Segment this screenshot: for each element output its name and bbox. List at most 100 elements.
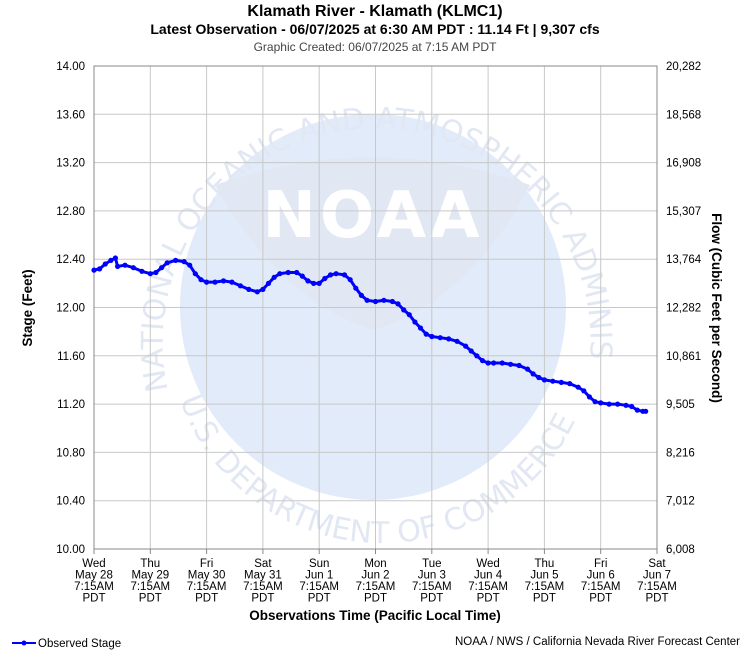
data-point xyxy=(112,255,118,261)
y2-tick-label: 18,568 xyxy=(666,109,701,121)
x-tick-tz: PDT xyxy=(83,593,106,605)
data-point xyxy=(372,298,379,305)
data-point xyxy=(316,280,322,286)
x-tick-day: Sat xyxy=(254,558,272,570)
data-point xyxy=(623,402,629,408)
y2-tick-label: 16,908 xyxy=(666,158,701,170)
data-point xyxy=(516,362,522,369)
data-point xyxy=(454,338,460,344)
data-point xyxy=(463,343,469,349)
x-axis-label: Observations Time (Pacific Local Time) xyxy=(249,608,501,623)
x-tick-time: 7:15AM xyxy=(356,581,396,593)
plot-frame xyxy=(93,65,658,550)
x-tick-date: Jun 7 xyxy=(643,570,671,582)
y-tick-label: 12.00 xyxy=(56,303,85,315)
data-point xyxy=(446,336,452,342)
data-point xyxy=(159,265,165,271)
x-tick-time: 7:15AM xyxy=(130,581,170,593)
data-point xyxy=(108,257,114,263)
data-point xyxy=(122,262,128,268)
data-point xyxy=(468,348,474,354)
x-tick-label: Thu Jun 5 7:15AM PDT xyxy=(525,558,565,605)
x-tick-day: Fri xyxy=(594,558,607,570)
x-tick-date: Jun 1 xyxy=(305,570,333,582)
x-tick-time: 7:15AM xyxy=(74,581,114,593)
chart-subtitle: Latest Observation - 06/07/2025 at 6:30 … xyxy=(150,21,599,37)
y2-tick-label: 8,216 xyxy=(666,447,695,459)
data-point xyxy=(187,262,193,268)
x-tick-time: 7:15AM xyxy=(187,581,227,593)
data-point xyxy=(311,280,317,286)
x-tick-label: Wed Jun 4 7:15AM PDT xyxy=(468,558,508,605)
x-tick-day: Thu xyxy=(140,558,160,570)
data-point xyxy=(615,401,621,407)
data-point xyxy=(254,289,260,295)
data-point xyxy=(97,266,103,272)
data-point xyxy=(353,285,359,291)
x-tick-date: May 30 xyxy=(188,570,226,582)
data-point xyxy=(305,278,311,284)
data-point xyxy=(198,277,204,283)
x-tick-tz: PDT xyxy=(420,593,443,605)
x-tick-day: Tue xyxy=(422,558,441,570)
data-point xyxy=(491,360,497,366)
x-tick-date: May 31 xyxy=(244,570,282,582)
series-layer xyxy=(91,255,649,414)
data-point xyxy=(643,408,649,414)
y-tick-label: 10.40 xyxy=(56,496,85,508)
data-point xyxy=(204,279,210,285)
data-point xyxy=(524,366,531,372)
x-tick-time: 7:15AM xyxy=(412,581,452,593)
x-tick-label: Mon Jun 2 7:15AM PDT xyxy=(356,558,396,605)
data-point xyxy=(437,335,443,341)
y-tick-label: 14.00 xyxy=(56,61,85,73)
x-tick-time: 7:15AM xyxy=(581,581,621,593)
grid-lines xyxy=(93,65,658,554)
data-point xyxy=(508,361,514,367)
y-tick-label: 13.60 xyxy=(56,109,85,121)
data-point xyxy=(389,298,395,305)
y2-tick-label: 15,307 xyxy=(666,206,701,218)
data-point xyxy=(586,394,593,400)
y2-tick-label: 9,505 xyxy=(666,399,695,411)
data-point xyxy=(260,286,266,292)
data-point xyxy=(192,271,198,277)
y2-tick-label: 6,008 xyxy=(666,544,695,556)
x-tick-day: Sat xyxy=(648,558,666,570)
data-point xyxy=(567,381,573,387)
data-point xyxy=(341,272,348,278)
y-tick-label: 12.40 xyxy=(56,254,85,266)
noaa-watermark: NOAA NATIONAL OCEANIC AND ATMOSPHERIC AD… xyxy=(0,0,618,551)
x-tick-date: Jun 6 xyxy=(587,570,615,582)
data-point xyxy=(322,275,328,282)
x-tick-date: Jun 5 xyxy=(530,570,558,582)
x-tick-tz: PDT xyxy=(533,593,556,605)
plot-area: NOAA NATIONAL OCEANIC AND ATMOSPHERIC AD… xyxy=(0,0,658,554)
x-tick-label: Tue Jun 3 7:15AM PDT xyxy=(412,558,452,605)
data-point xyxy=(479,358,486,364)
data-point xyxy=(333,271,339,277)
data-point xyxy=(91,267,97,273)
x-tick-day: Wed xyxy=(476,558,499,570)
x-tick-tz: PDT xyxy=(589,593,612,605)
data-point xyxy=(294,269,300,276)
y-tick-label: 10.00 xyxy=(56,544,85,556)
data-point xyxy=(412,319,418,325)
x-tick-tz: PDT xyxy=(646,593,669,605)
data-point xyxy=(271,274,277,280)
y2-tick-label: 7,012 xyxy=(666,496,695,508)
y-tick-label: 10.80 xyxy=(56,447,85,459)
x-tick-time: 7:15AM xyxy=(637,581,677,593)
data-point xyxy=(485,360,491,366)
data-point xyxy=(541,377,548,383)
x-tick-tz: PDT xyxy=(364,593,387,605)
x-tick-tz: PDT xyxy=(139,593,162,605)
x-tick-time: 7:15AM xyxy=(243,581,283,593)
data-point xyxy=(395,301,401,307)
x-tick-day: Thu xyxy=(534,558,554,570)
data-point xyxy=(173,257,179,263)
y2-tick-label: 12,282 xyxy=(666,303,701,315)
x-tick-label: Sat Jun 7 7:15AM PDT xyxy=(637,558,677,605)
x-tick-tz: PDT xyxy=(477,593,500,605)
